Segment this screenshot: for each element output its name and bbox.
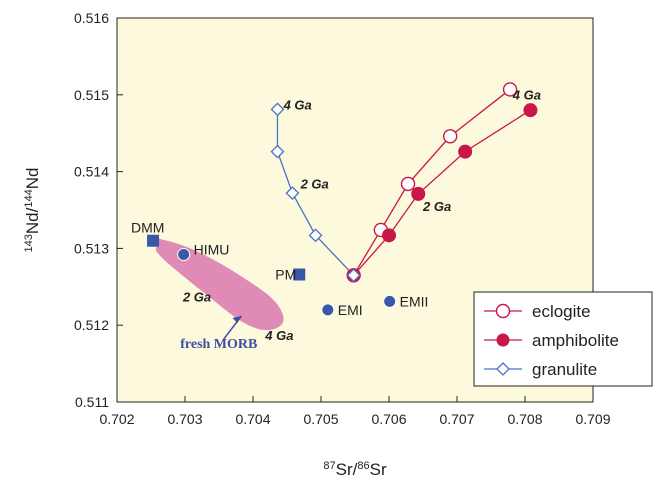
- ref-label-emii: EMII: [400, 293, 429, 309]
- ref-label-dmm: DMM: [131, 220, 164, 236]
- y-axis-label-sup1: 143: [23, 234, 35, 252]
- y-axis-label: 143Nd/144Nd: [23, 168, 42, 253]
- x-tick-label: 0.703: [167, 411, 202, 427]
- point-granulite: [270, 144, 285, 159]
- legend-marker-eclogite: [495, 303, 511, 319]
- point-eclogite: [502, 82, 518, 97]
- morb-arrow-head: [232, 315, 242, 323]
- y-axis-label-main2: Nd: [23, 168, 42, 190]
- x-axis-label: 87Sr/86Sr: [323, 460, 387, 479]
- ref-point-dmm: [147, 234, 160, 247]
- age-annotation: 4 Ga: [264, 328, 293, 343]
- morb-label: fresh MORB: [180, 337, 257, 352]
- point-granulite: [346, 268, 361, 283]
- ref-point-emi: [321, 303, 335, 317]
- series-markers: [270, 82, 538, 283]
- legend-label-granulite: granulite: [532, 360, 597, 379]
- ref-point-emii: [383, 294, 397, 308]
- y-axis-label-sup2: 144: [23, 189, 35, 207]
- morb-layer: fresh MORB: [155, 238, 284, 352]
- age-annotation: 4 Ga: [283, 97, 312, 112]
- annotations: 4 Ga 2 Ga 4 Ga 2 Ga 2 Ga 4 Ga: [182, 87, 541, 342]
- ref-point-himu: [177, 248, 191, 262]
- axis-ticks: 0.702 0.703 0.704 0.705 0.706 0.707 0.708 0.709…: [74, 10, 611, 427]
- ref-label-pm: PM: [275, 267, 296, 283]
- point-granulite: [308, 228, 323, 243]
- x-tick-label: 0.707: [439, 411, 474, 427]
- y-tick-label: 0.516: [74, 10, 109, 26]
- x-tick-label: 0.702: [99, 411, 134, 427]
- x-axis-label-sup1: 87: [323, 460, 335, 472]
- x-tick-label: 0.706: [371, 411, 406, 427]
- x-tick-label: 0.708: [507, 411, 542, 427]
- legend-label-eclogite: eclogite: [532, 302, 591, 321]
- point-granulite: [270, 102, 285, 117]
- ref-label-emi: EMI: [338, 302, 363, 318]
- age-annotation: 2 Ga: [300, 176, 329, 191]
- point-granulite: [285, 186, 300, 201]
- age-annotation: 4 Ga: [512, 87, 541, 102]
- point-amphibolite: [382, 228, 396, 243]
- point-amphibolite: [411, 186, 426, 201]
- y-tick-label: 0.513: [74, 240, 109, 256]
- reference-points: DMM HIMU PM EMI EMII: [131, 220, 428, 318]
- ref-label-himu: HIMU: [194, 242, 230, 258]
- y-axis-label-main1: Nd/: [23, 207, 42, 234]
- y-tick-label: 0.511: [75, 394, 109, 410]
- morb-field: [155, 238, 284, 331]
- y-tick-label: 0.514: [74, 164, 109, 180]
- x-axis-label-main2: Sr: [370, 460, 387, 479]
- x-tick-label: 0.704: [235, 411, 270, 427]
- legend-marker-granulite: [496, 362, 510, 376]
- point-eclogite: [443, 129, 458, 144]
- x-axis-label-main1: Sr/: [336, 460, 358, 479]
- legend-marker-amphibolite: [496, 333, 510, 347]
- point-amphibolite: [523, 103, 538, 118]
- x-tick-label: 0.705: [303, 411, 338, 427]
- ref-point-pm: [293, 268, 306, 281]
- age-annotation: 2 Ga: [182, 289, 211, 304]
- y-tick-label: 0.515: [74, 87, 109, 103]
- legend-label-amphibolite: amphibolite: [532, 331, 619, 350]
- legend: eclogite amphibolite granulite: [473, 291, 653, 387]
- x-tick-label: 0.709: [575, 411, 610, 427]
- point-amphibolite: [458, 144, 473, 159]
- y-tick-label: 0.512: [74, 317, 109, 333]
- x-axis-label-sup2: 86: [357, 460, 369, 472]
- point-eclogite: [400, 176, 416, 192]
- age-annotation: 2 Ga: [422, 199, 451, 214]
